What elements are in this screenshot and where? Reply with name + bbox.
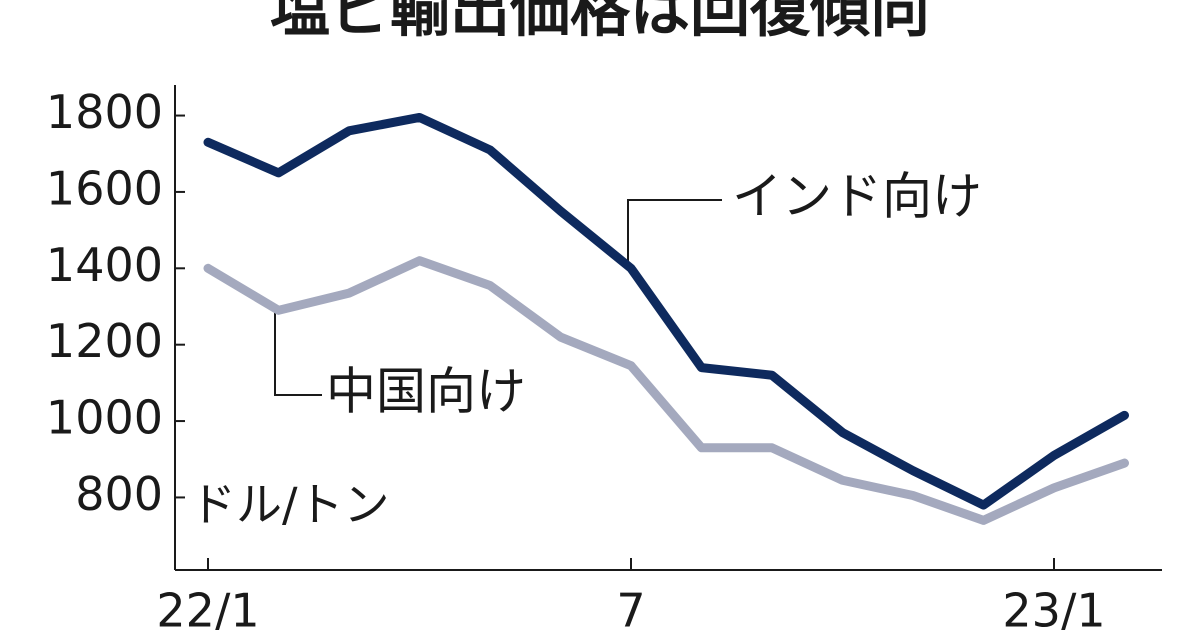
chart-title: 塩ビ輸出価格は回復傾向	[270, 0, 930, 46]
x-tick-label: 7	[616, 584, 645, 630]
annotation-leader	[274, 312, 322, 396]
y-tick-label: 1200	[46, 314, 163, 368]
y-tick-label: 1600	[46, 161, 163, 215]
series-label: インド向け	[732, 168, 982, 226]
y-unit-label: ドル/トン	[190, 478, 390, 532]
annotation-leader	[627, 199, 722, 270]
x-tick-label: 22/1	[156, 584, 259, 630]
y-tick-label: 1800	[46, 85, 163, 139]
series-line	[203, 256, 1129, 525]
y-tick-label: 800	[75, 467, 163, 521]
x-tick-label: 23/1	[1002, 584, 1105, 630]
series-line	[203, 112, 1129, 510]
y-tick-label: 1000	[46, 391, 163, 445]
series-label: 中国向け	[326, 363, 526, 421]
y-tick-label: 1400	[46, 238, 163, 292]
